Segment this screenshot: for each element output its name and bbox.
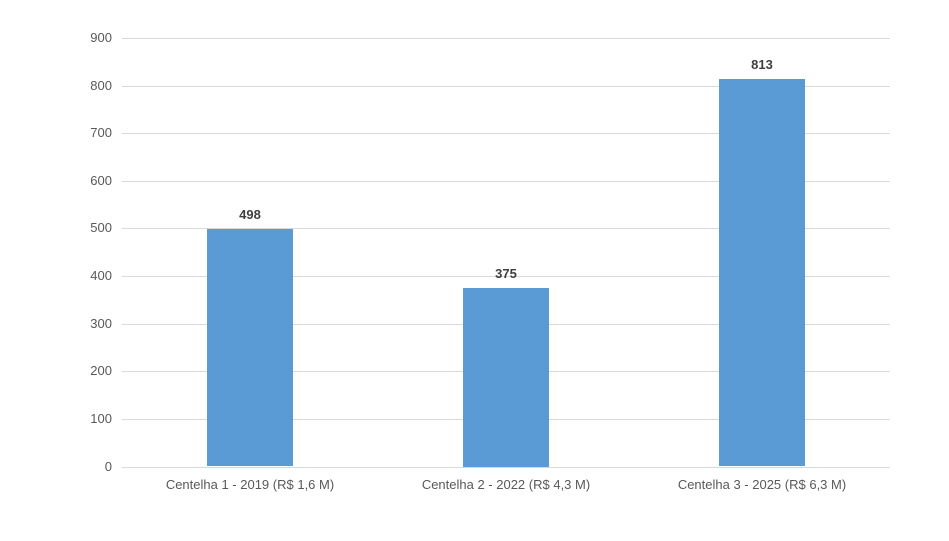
y-tick-label: 900 bbox=[90, 30, 112, 45]
y-tick-label: 500 bbox=[90, 220, 112, 236]
y-tick-label: 700 bbox=[90, 125, 112, 141]
y-tick-label: 200 bbox=[90, 363, 112, 379]
x-axis-line bbox=[122, 466, 890, 468]
x-category-label: Centelha 3 - 2025 (R$ 6,3 M) bbox=[677, 477, 847, 492]
bar bbox=[719, 79, 805, 467]
x-category-label: Centelha 2 - 2022 (R$ 4,3 M) bbox=[421, 477, 591, 492]
gridline bbox=[122, 133, 890, 135]
y-tick-label: 300 bbox=[90, 315, 112, 331]
bar bbox=[207, 229, 293, 467]
y-tick-label: 0 bbox=[104, 458, 112, 474]
gridline bbox=[122, 276, 890, 278]
bar-value-label: 375 bbox=[495, 266, 517, 281]
y-tick-label: 100 bbox=[90, 410, 112, 426]
x-category-label: Centelha 1 - 2019 (R$ 1,6 M) bbox=[165, 477, 335, 492]
gridline bbox=[122, 38, 890, 39]
bar-value-label: 498 bbox=[239, 207, 261, 223]
y-tick-label: 400 bbox=[90, 268, 112, 284]
bar bbox=[463, 288, 549, 467]
y-tick-label: 600 bbox=[90, 172, 112, 188]
gridline bbox=[122, 228, 890, 230]
gridline bbox=[122, 180, 890, 182]
y-tick-label: 800 bbox=[90, 77, 112, 93]
bar-value-label: 813 bbox=[751, 57, 773, 73]
gridline bbox=[122, 85, 890, 87]
